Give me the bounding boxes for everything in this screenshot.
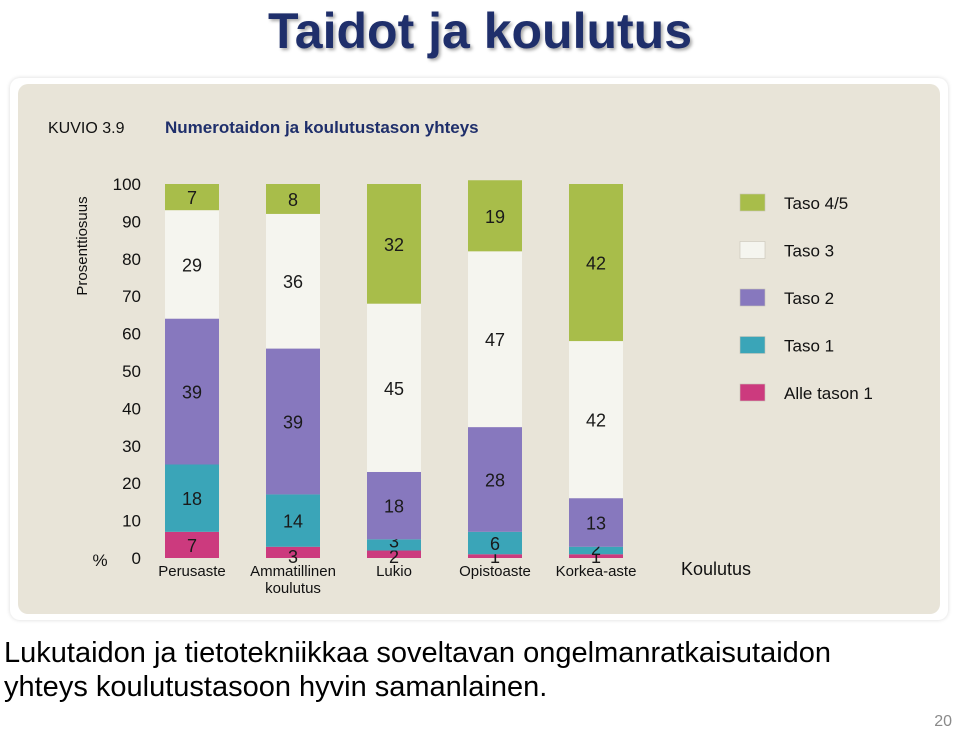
data-label: 18 (384, 497, 404, 517)
bar-segment (165, 531, 219, 558)
data-label: 32 (384, 235, 404, 255)
legend-label: Taso 3 (784, 242, 834, 261)
legend-swatch (739, 336, 766, 354)
data-label: 39 (182, 383, 202, 403)
caption-line-2: yhteys koulutustasoon hyvin samanlainen. (4, 671, 548, 703)
y-tick-label: 50 (122, 362, 141, 381)
data-label: 1 (490, 547, 500, 567)
x-tick-label: Lukio (376, 563, 412, 580)
data-label: 42 (586, 411, 606, 431)
x-axis-label: Koulutus (681, 559, 751, 579)
bar-segment (569, 554, 623, 558)
bar-segment (468, 427, 522, 532)
data-label: 6 (490, 534, 500, 554)
data-label: 7 (187, 188, 197, 208)
y-tick-label: 40 (122, 399, 141, 418)
data-label: 18 (182, 489, 202, 509)
data-label: 13 (586, 513, 606, 533)
figure-label: KUVIO 3.9 (48, 120, 125, 137)
bar-segment (569, 341, 623, 499)
legend-label: Taso 1 (784, 337, 834, 356)
bar-segment (367, 550, 421, 558)
data-label: 8 (288, 190, 298, 210)
bar-segment (468, 180, 522, 252)
y-tick-label: 10 (122, 512, 141, 531)
legend-label: Taso 4/5 (784, 194, 848, 213)
bar-segment (266, 546, 320, 558)
bar-segment (468, 531, 522, 555)
data-label: 47 (485, 330, 505, 350)
chart-panel: KUVIO 3.9 Numerotaidon ja koulutustason … (10, 78, 948, 620)
y-tick-label: 30 (122, 437, 141, 456)
x-tick-label: koulutus (265, 580, 321, 597)
bar-segment (266, 348, 320, 495)
bar-segment (367, 539, 421, 551)
y-tick-label: 100 (113, 175, 141, 194)
bar-segment (367, 471, 421, 540)
data-label: 1 (591, 547, 601, 567)
bar-segment (266, 494, 320, 547)
data-label: 28 (485, 470, 505, 490)
data-label: 45 (384, 379, 404, 399)
bar-segment (569, 546, 623, 555)
y-axis-ticks: 0 10 20 30 40 50 60 70 80 90 100 (113, 175, 141, 568)
bar-segment (569, 498, 623, 547)
x-tick-label: Ammatillinen (250, 563, 336, 580)
slide-caption: Lukutaidon ja tietotekniikkaa soveltavan… (4, 636, 959, 704)
data-label: 7 (187, 536, 197, 556)
bar-segment (266, 184, 320, 214)
slide-title: Taidot ja koulutus (267, 3, 693, 59)
data-label: 36 (283, 272, 303, 292)
legend-swatch (739, 288, 766, 307)
data-label: 2 (591, 539, 601, 559)
x-tick-label: Opistoaste (459, 563, 531, 580)
legend: Taso 4/5 Taso 3 Taso 2 Taso 1 Alle tason 1 (739, 193, 873, 403)
data-label: 39 (283, 412, 303, 432)
legend-label: Taso 2 (784, 289, 834, 308)
y-tick-label: 80 (122, 250, 141, 269)
data-label: 3 (288, 547, 298, 567)
bar-segment (569, 184, 623, 342)
y-tick-label: 60 (122, 325, 141, 344)
chart-title: Numerotaidon ja koulutustason yhteys (165, 118, 479, 137)
y-tick-label: 90 (122, 212, 141, 231)
x-tick-label: Korkea-aste (556, 563, 637, 580)
bar-segment (165, 318, 219, 465)
y-tick-label: 70 (122, 287, 141, 306)
caption-line-1: Lukutaidon ja tietotekniikkaa soveltavan… (4, 637, 832, 669)
legend-swatch (739, 383, 766, 402)
legend-swatch (739, 241, 766, 259)
bar-segment (165, 464, 219, 532)
y-tick-label: 20 (122, 474, 141, 493)
legend-label: Alle tason 1 (784, 384, 873, 403)
data-label: 2 (389, 547, 399, 567)
data-label: 14 (283, 512, 303, 532)
data-label: 42 (586, 254, 606, 274)
bar-segment (165, 184, 219, 211)
bar-segment (367, 184, 421, 304)
legend-swatch (739, 193, 766, 212)
bar-segment (266, 213, 320, 349)
data-label: 3 (389, 531, 399, 551)
bar-segment (468, 251, 522, 428)
data-label: 19 (485, 207, 505, 227)
x-tick-label: Perusaste (158, 563, 226, 580)
page-number: 20 (934, 713, 952, 730)
y-tick-label: 0 (132, 549, 141, 568)
data-label: 29 (182, 255, 202, 275)
bar-segment (468, 554, 522, 558)
bar-segment (367, 303, 421, 472)
y-axis-label: Prosenttiosuus (74, 196, 91, 295)
y-unit-label: % (92, 551, 107, 570)
stacked-bar-chart: KUVIO 3.9 Numerotaidon ja koulutustason … (18, 84, 940, 614)
bar-segment (165, 210, 219, 319)
